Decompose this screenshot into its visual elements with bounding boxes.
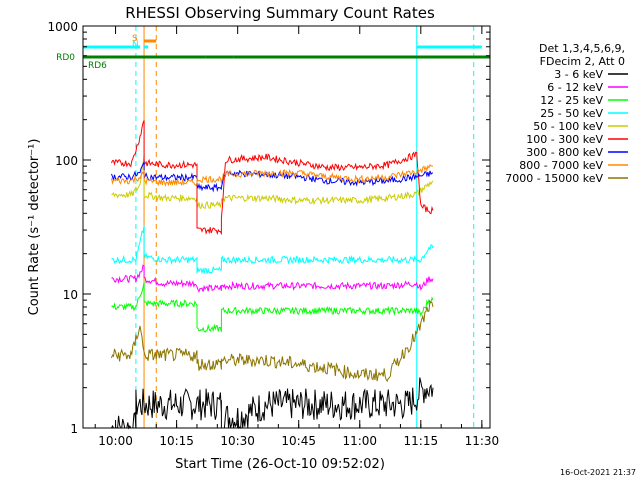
series-line-3 (111, 225, 434, 275)
legend-label-7: 800 - 7000 keV (519, 159, 603, 172)
legend-label-4: 50 - 100 keV (533, 120, 603, 133)
legend-label-3: 25 - 50 keV (540, 107, 603, 120)
x-tick-label-4: 11:00 (342, 434, 377, 448)
legend-header-1: FDecim 2, Att 0 (540, 55, 625, 68)
series-line-1 (111, 264, 434, 293)
y-tick-label-2: 100 (55, 154, 78, 168)
y-axis-label: Count Rate (s⁻¹ detector⁻¹) (27, 139, 42, 316)
x-tick-label-5: 11:15 (404, 434, 439, 448)
series-line-5 (111, 120, 434, 236)
timestamp: 16-Oct-2021 21:37 (560, 468, 636, 477)
x-tick-label-2: 10:30 (220, 434, 255, 448)
legend-label-8: 7000 - 15000 keV (505, 172, 603, 185)
y-tick-label-3: 1000 (47, 20, 78, 34)
legend: Det 1,3,4,5,6,9,FDecim 2, Att 03 - 6 keV… (505, 42, 628, 185)
x-axis-label: Start Time (26-Oct-10 09:52:02) (175, 457, 385, 472)
series-line-7 (111, 164, 433, 187)
legend-label-1: 6 - 12 keV (547, 81, 603, 94)
x-axis: 10:00 10:15 10:30 10:45 11:00 11:15 11:30 (94, 26, 500, 448)
series-line-2 (111, 282, 434, 333)
x-tick-label-6: 11:30 (465, 434, 500, 448)
series-line-0 (111, 377, 434, 430)
legend-label-2: 12 - 25 keV (540, 94, 603, 107)
x-tick-label-1: 10:15 (159, 434, 194, 448)
legend-label-0: 3 - 6 keV (554, 68, 603, 81)
state-bar-label-1: RD6 (88, 61, 107, 71)
legend-label-6: 300 - 800 keV (526, 146, 603, 159)
y-tick-label-1: 10 (63, 288, 78, 302)
y-axis: 1 10 100 1000 (47, 20, 490, 436)
state-bar-label-3: S (132, 34, 138, 44)
state-bar-label-4: N (132, 40, 139, 50)
series-line-8 (111, 299, 434, 383)
legend-header-0: Det 1,3,4,5,6,9, (539, 42, 625, 55)
y-tick-label-0: 1 (70, 422, 78, 436)
state-bar-label-0: RD0 (56, 53, 75, 63)
legend-label-5: 100 - 300 keV (526, 133, 603, 146)
plot-frame (82, 25, 491, 429)
plot-area: RD0 RD6 SN (56, 26, 490, 430)
chart-title: RHESSI Observing Summary Count Rates (125, 4, 435, 22)
x-tick-label-3: 10:45 (281, 434, 316, 448)
series-line-4 (111, 153, 434, 209)
x-tick-label-0: 10:00 (98, 434, 133, 448)
